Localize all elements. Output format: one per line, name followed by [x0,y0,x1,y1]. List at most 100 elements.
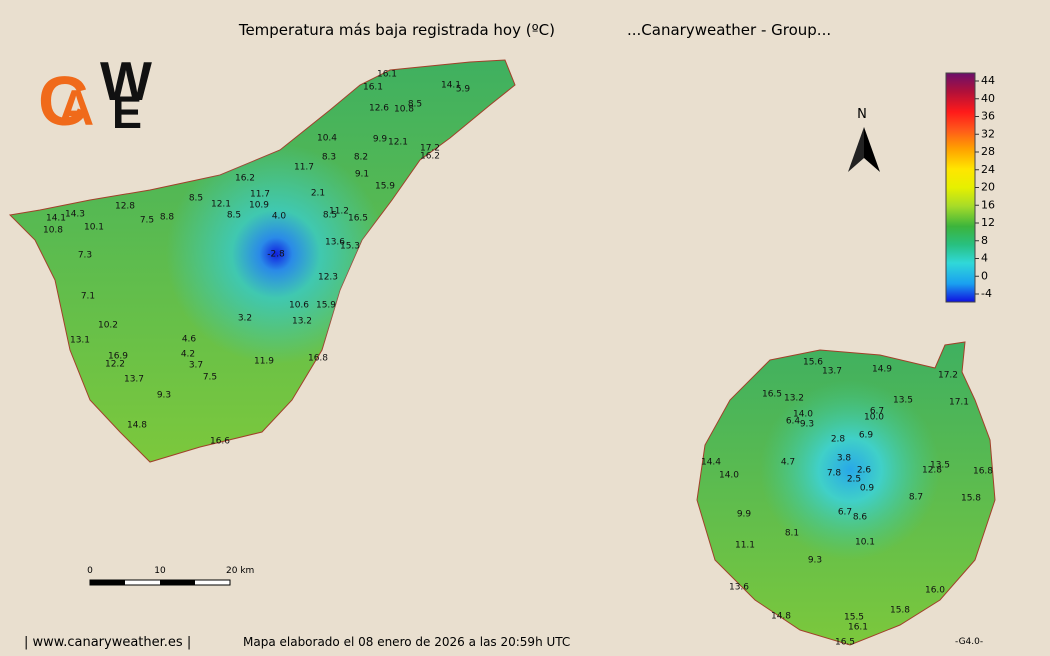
station-value: 15.5 [844,613,864,623]
station-value: 7.3 [78,251,92,261]
station-value: 16.8 [308,354,328,364]
cold-area [697,342,995,645]
station-value: 15.6 [803,358,823,368]
scale-segment [160,580,195,585]
station-value: 13.6 [729,583,749,593]
station-value: 8.7 [909,493,923,503]
north-arrow [848,127,864,172]
station-value: 13.6 [325,238,345,248]
station-value: 16.5 [348,214,368,224]
station-value: 13.2 [292,317,312,327]
station-value: 4.2 [181,350,195,360]
station-value: 8.6 [853,513,868,523]
station-value: 12.8 [115,202,135,212]
station-value: 12.1 [388,138,408,148]
station-value: 7.8 [827,469,842,479]
station-value: 0.9 [860,484,875,494]
logo-letter: C [38,62,89,140]
station-value: 7.5 [140,216,154,226]
station-value: 14.8 [127,421,147,431]
subtitle: ...Canaryweather - Group... [627,21,831,39]
north-arrow [864,127,880,172]
station-value: 2.5 [847,475,861,485]
logo-letter: E [112,87,142,138]
station-value: 15.8 [961,494,981,504]
station-value: 11.7 [294,163,314,173]
station-value: 13.2 [784,394,804,404]
station-value: 11.9 [254,357,274,367]
station-value: 10.8 [43,226,63,236]
legend-label: 44 [981,74,995,87]
station-value: 16.0 [925,586,945,596]
station-value: 16.6 [210,437,230,447]
station-value: 16.2 [235,174,255,184]
station-value: 6.7 [838,508,852,518]
station-value: 2.6 [857,466,872,476]
station-value: 10.0 [864,413,884,423]
scale-bar [89,579,231,586]
station-value: 12.1 [211,200,231,210]
legend-label: 8 [981,234,988,247]
legend-label: 32 [981,127,995,140]
station-value: 5.9 [456,85,471,95]
station-value: 2.8 [831,435,846,445]
station-value: 8.5 [189,194,203,204]
station-value: 4.0 [272,212,287,222]
station-value: 15.9 [316,301,336,311]
station-value: 3.7 [189,361,203,371]
station-value: 8.2 [354,153,368,163]
station-value: 16.5 [762,390,782,400]
north-label: N [857,107,867,122]
station-value: 14.8 [771,612,791,622]
station-value: 12.6 [369,104,389,114]
station-value: 17.2 [938,371,958,381]
station-value: 10.6 [289,301,309,311]
station-value: 10.2 [98,321,118,331]
station-value: 14.1 [46,214,66,224]
legend-label: 16 [981,198,995,211]
legend-label: 20 [981,181,995,194]
station-value: 13.7 [822,367,842,377]
legend-label: 40 [981,92,995,105]
station-value: 8.8 [160,213,175,223]
legend-label: 24 [981,163,995,176]
station-value: 10.1 [84,223,104,233]
station-value: 16.1 [363,83,383,93]
station-value: 13.5 [930,461,950,471]
station-value: 3.2 [238,314,252,324]
legend-label: -4 [981,287,992,300]
legend-label: 12 [981,216,995,229]
title: Temperatura más baja registrada hoy (ºC) [238,21,555,39]
legend-label: 36 [981,110,995,123]
station-value: 9.3 [157,391,171,401]
station-value: 17.2 [420,144,440,154]
station-value: 11.7 [250,190,270,200]
station-value: 10.9 [249,201,269,211]
station-value: 14.0 [719,471,739,481]
scale-segment [90,580,125,585]
station-value: 2.1 [311,189,325,199]
station-value: 8.3 [322,153,336,163]
station-value: 14.0 [793,410,813,420]
station-value: 13.5 [893,396,913,406]
scale-label: 20 km [226,566,254,576]
station-value: 10.1 [855,538,875,548]
station-value: 9.1 [355,170,369,180]
scale-label: 0 [87,566,93,576]
station-value: 10.4 [317,134,337,144]
station-value: 17.1 [949,398,969,408]
station-value: 14.4 [701,458,721,468]
logo: C A W E [38,50,152,140]
station-value: 16.1 [848,623,868,633]
station-value: 9.9 [737,510,752,520]
scale-label: 10 [154,566,166,576]
station-value: 16.8 [973,467,993,477]
cold-area [10,60,515,462]
station-value: 8.5 [227,211,241,221]
station-value: 11.1 [735,541,755,551]
station-value: 12.8 [922,466,942,476]
station-value: -2.8 [267,250,285,260]
station-value: 13.1 [70,336,90,346]
station-value: 16.9 [108,352,128,362]
station-value: 8.1 [785,529,799,539]
